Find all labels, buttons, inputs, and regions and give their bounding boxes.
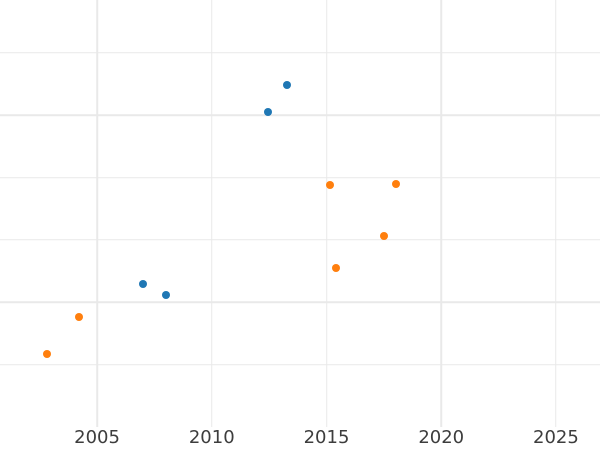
orange-series-point [42, 350, 51, 359]
orange-series-point [74, 312, 83, 321]
x-tick-label: 2020 [418, 427, 465, 448]
x-tick-label: 2015 [303, 427, 350, 448]
x-tick-label: 2010 [188, 427, 235, 448]
y-gridline [0, 363, 600, 366]
y-gridline [0, 114, 600, 117]
y-gridline [0, 239, 600, 241]
orange-series-point [392, 179, 401, 188]
blue-series-point [283, 80, 292, 89]
y-gridline [0, 301, 600, 304]
orange-series-point [331, 264, 340, 273]
y-gridline [0, 52, 600, 54]
x-tick-label: 2025 [533, 427, 579, 448]
orange-series-point [379, 231, 388, 240]
blue-series-point [161, 290, 170, 299]
x-gridline [555, 0, 557, 427]
blue-series-point [263, 108, 272, 117]
orange-series-point [325, 181, 334, 190]
x-tick-label: 2005 [74, 427, 120, 448]
x-gridline [440, 0, 442, 427]
y-gridline [0, 176, 600, 179]
x-gridline [96, 0, 98, 427]
blue-series-point [138, 279, 147, 288]
x-gridline [211, 0, 213, 427]
x-gridline [325, 0, 328, 427]
plot-area [0, 0, 600, 427]
